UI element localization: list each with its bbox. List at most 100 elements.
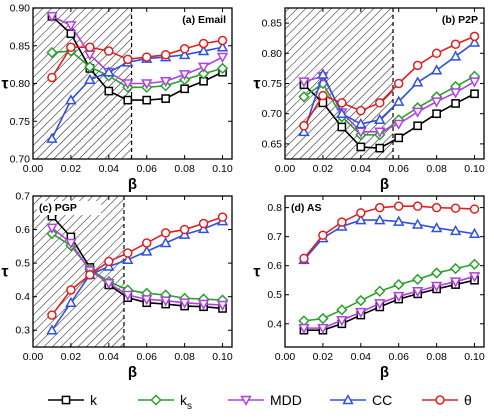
- data-point-MDD: [411, 286, 424, 298]
- data-point-MDD: [374, 299, 386, 310]
- data-point-CC: [159, 237, 172, 248]
- x-tick-label: 0.00: [275, 351, 296, 363]
- data-point-ks: [355, 294, 367, 307]
- y-tick-label: 0.4: [267, 318, 282, 330]
- legend-label: k: [90, 392, 98, 408]
- series-line-CC: [303, 219, 475, 261]
- data-point-MDD: [159, 296, 172, 307]
- data-point-MDD: [449, 277, 462, 288]
- data-point-theta: [123, 54, 133, 65]
- y-tick-label: 0.5: [15, 258, 30, 270]
- y-tick-label: 0.6: [15, 224, 30, 236]
- y-tick-label: 0.6: [267, 260, 282, 272]
- data-point-CC: [430, 64, 443, 75]
- data-point-CC: [65, 94, 77, 105]
- x-tick-label: 0.10: [212, 351, 233, 363]
- data-point-MDD: [103, 278, 115, 290]
- data-point-theta: [198, 218, 209, 229]
- series-line-ks: [303, 263, 475, 322]
- data-point-k: [161, 94, 171, 103]
- series-line-MDD: [51, 15, 223, 85]
- data-point-theta: [160, 50, 171, 60]
- data-point-theta: [179, 44, 190, 54]
- y-tick-label: 0.75: [262, 78, 283, 90]
- data-point-theta: [450, 203, 461, 213]
- panel-title: (b) P2P: [442, 14, 478, 26]
- legend-marker-k: [61, 395, 71, 405]
- data-point-MDD: [178, 70, 191, 81]
- data-point-CC: [374, 113, 386, 125]
- data-point-CC: [393, 215, 405, 226]
- data-point-MDD: [336, 316, 348, 327]
- data-point-theta: [337, 98, 347, 108]
- legend-item-ks: ks: [138, 392, 192, 412]
- data-point-theta: [431, 48, 442, 59]
- series-line-k: [303, 84, 475, 149]
- chart-panel-1: 0.00 0.02 0.04 0.06 0.08 0.10 0.70 0.75 0.80 0.85…: [1, 3, 232, 194]
- data-point-MDD: [197, 299, 210, 310]
- data-point-theta: [393, 201, 404, 211]
- data-point-theta: [104, 256, 114, 267]
- data-point-theta: [318, 90, 328, 101]
- data-point-MDD: [374, 127, 386, 138]
- data-point-theta: [85, 270, 95, 280]
- legend-marker-CC: [342, 394, 354, 405]
- series-line-CC: [51, 46, 223, 139]
- data-point-k: [356, 142, 366, 152]
- data-point-ks: [393, 278, 405, 291]
- data-point-ks: [374, 285, 386, 297]
- x-tick-label: 0.06: [136, 163, 157, 175]
- legend: k ks MDD CC θ: [48, 392, 472, 412]
- x-tick-label: 0.02: [61, 163, 82, 175]
- data-point-k: [451, 99, 460, 108]
- y-axis-label: τ: [253, 76, 260, 93]
- series-CC: [298, 214, 481, 265]
- x-axis-label: β: [380, 176, 389, 193]
- data-point-theta: [375, 98, 385, 108]
- x-tick-label: 0.00: [275, 163, 296, 175]
- data-point-CC: [197, 45, 210, 56]
- legend-marker-ks: [150, 394, 162, 406]
- data-point-MDD: [122, 290, 134, 301]
- data-point-MDD: [141, 295, 153, 306]
- data-point-k: [142, 95, 152, 105]
- x-tick-label: 0.06: [388, 163, 409, 175]
- data-point-theta: [412, 201, 423, 211]
- data-point-MDD: [216, 300, 229, 311]
- data-point-CC: [65, 296, 77, 307]
- data-point-ks: [84, 61, 96, 73]
- data-point-MDD: [411, 107, 424, 118]
- data-point-theta: [299, 121, 309, 131]
- data-point-ks: [412, 273, 424, 286]
- data-point-theta: [412, 60, 423, 71]
- series-theta: [299, 31, 480, 131]
- x-tick-label: 0.06: [136, 351, 157, 363]
- data-point-CC: [336, 107, 348, 118]
- x-tick-label: 0.04: [99, 351, 120, 363]
- data-point-ks: [430, 267, 443, 279]
- series-MDD: [298, 272, 481, 335]
- data-point-theta: [450, 39, 461, 49]
- data-point-theta: [160, 228, 171, 238]
- data-point-CC: [449, 50, 462, 61]
- series-theta: [299, 201, 480, 264]
- data-point-k: [180, 84, 189, 94]
- data-point-MDD: [216, 52, 229, 64]
- y-tick-label: 0.85: [10, 40, 31, 52]
- data-point-ks: [216, 62, 229, 75]
- data-point-MDD: [122, 79, 134, 90]
- data-point-theta: [375, 202, 385, 213]
- data-point-MDD: [65, 21, 77, 32]
- x-tick-label: 0.10: [464, 351, 485, 363]
- data-point-CC: [197, 222, 210, 234]
- data-point-CC: [411, 218, 424, 229]
- y-tick-label: 0.70: [10, 154, 31, 166]
- x-tick-label: 0.02: [313, 163, 334, 175]
- x-tick-label: 0.10: [464, 163, 485, 175]
- plot-frame: [284, 7, 485, 160]
- data-point-theta: [356, 105, 366, 116]
- data-point-CC: [46, 324, 58, 335]
- x-tick-label: 0.10: [212, 163, 233, 175]
- x-tick-label: 0.00: [23, 163, 44, 175]
- data-point-theta: [104, 46, 114, 56]
